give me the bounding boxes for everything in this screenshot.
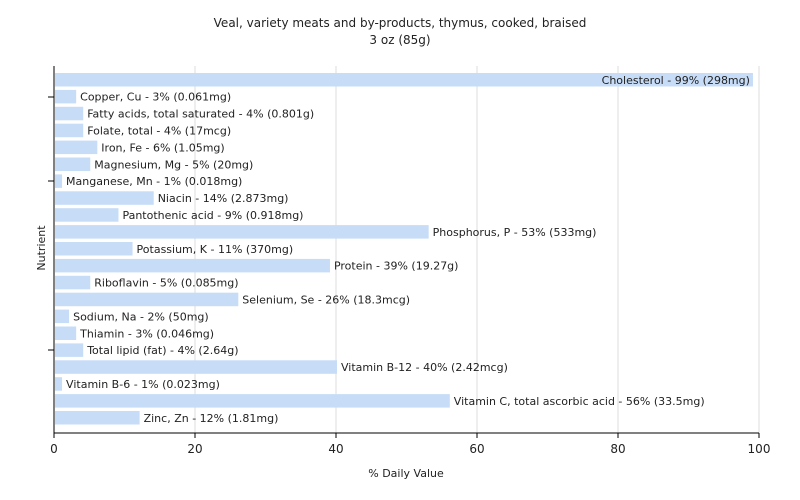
bar-label-5: Magnesium, Mg - 5% (20mg) — [94, 158, 253, 171]
bar-20 — [55, 411, 140, 425]
bar-0 — [55, 73, 753, 87]
bar-label-4: Iron, Fe - 6% (1.05mg) — [101, 141, 224, 154]
bar-label-15: Thiamin - 3% (0.046mg) — [79, 327, 214, 340]
bar-4 — [55, 140, 98, 155]
bar-label-1: Copper, Cu - 3% (0.061mg) — [80, 91, 231, 104]
bar-6 — [55, 174, 63, 188]
bar-15 — [55, 326, 77, 340]
bars: Cholesterol - 99% (298mg) Copper, Cu - 3%… — [55, 73, 753, 425]
bar-16 — [55, 343, 84, 357]
bar-label-11: Protein - 39% (19.27g) — [334, 260, 459, 273]
bar-label-17: Vitamin B-12 - 40% (2.42mcg) — [341, 361, 508, 374]
x-tick-label-60: 60 — [469, 442, 484, 456]
y-axis-title: Nutrient — [35, 225, 48, 271]
x-tick-label-0: 0 — [50, 442, 58, 456]
bar-11 — [55, 258, 330, 273]
bar-label-20: Zinc, Zn - 12% (1.81mg) — [144, 412, 279, 425]
x-axis-title: % Daily Value — [368, 467, 444, 480]
chart-title: Veal, variety meats and by-products, thy… — [214, 16, 587, 30]
bar-label-16: Total lipid (fat) - 4% (2.64g) — [86, 344, 238, 357]
bar-3 — [55, 123, 84, 138]
bar-10 — [55, 242, 133, 256]
bar-5 — [55, 157, 91, 171]
x-tick-label-80: 80 — [610, 442, 625, 456]
axes: 0 20 40 60 80 100 — [48, 66, 770, 456]
bar-13 — [55, 292, 239, 307]
bar-label-12: Riboflavin - 5% (0.085mg) — [94, 277, 238, 290]
bar-label-7: Niacin - 14% (2.873mg) — [158, 192, 289, 205]
bar-label-18: Vitamin B-6 - 1% (0.023mg) — [66, 378, 220, 391]
bar-label-0: Cholesterol - 99% (298mg) — [602, 74, 750, 87]
bar-label-9: Phosphorus, P - 53% (533mg) — [433, 226, 597, 239]
bar-label-3: Folate, total - 4% (17mcg) — [87, 124, 231, 137]
bar-label-10: Potassium, K - 11% (370mg) — [137, 243, 294, 256]
bar-label-2: Fatty acids, total saturated - 4% (0.801… — [87, 108, 314, 121]
bar-7 — [55, 191, 154, 205]
bar-17 — [55, 360, 337, 374]
bar-1 — [55, 89, 77, 104]
bar-label-19: Vitamin C, total ascorbic acid - 56% (33… — [454, 395, 705, 408]
bar-label-6: Manganese, Mn - 1% (0.018mg) — [66, 175, 242, 188]
bar-label-8: Pantothenic acid - 9% (0.918mg) — [122, 209, 303, 222]
bar-12 — [55, 275, 91, 290]
x-tick-label-40: 40 — [328, 442, 343, 456]
x-tick-label-20: 20 — [187, 442, 202, 456]
x-tick-label-100: 100 — [748, 442, 771, 456]
bar-8 — [55, 208, 119, 222]
chart-subtitle: 3 oz (85g) — [369, 33, 430, 47]
bar-9 — [55, 225, 429, 239]
bar-2 — [55, 106, 84, 121]
bar-14 — [55, 309, 70, 324]
bar-label-14: Sodium, Na - 2% (50mg) — [73, 310, 209, 323]
bar-label-13: Selenium, Se - 26% (18.3mcg) — [242, 293, 410, 306]
bar-18 — [55, 377, 63, 391]
bar-19 — [55, 394, 450, 408]
